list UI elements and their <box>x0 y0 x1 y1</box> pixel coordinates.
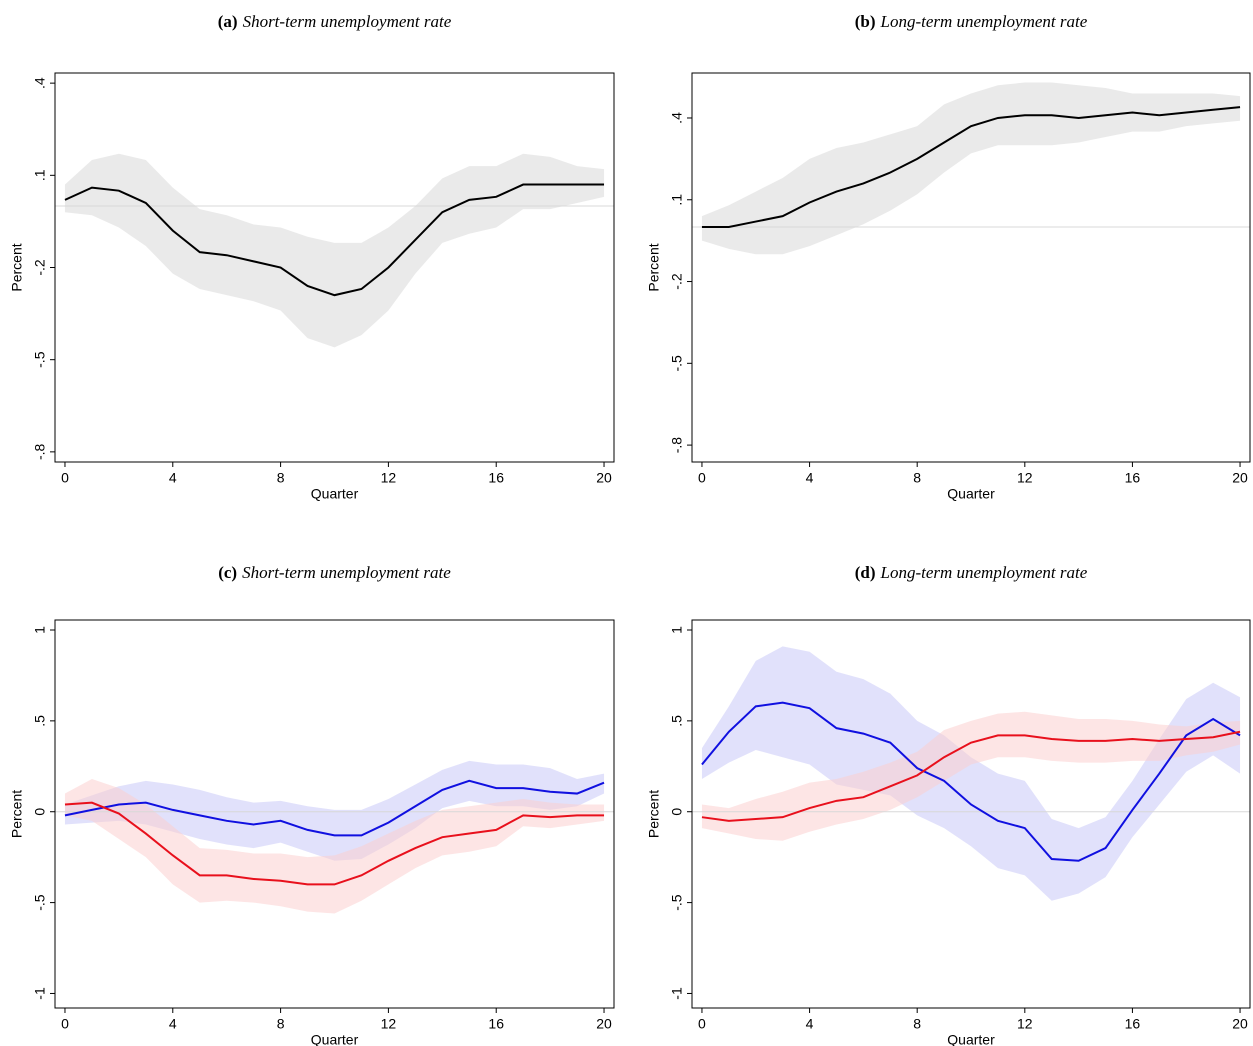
x-tick-label: 16 <box>488 1016 504 1032</box>
panel-title: (b) Long-term unemployment rate <box>855 12 1088 31</box>
panel-title: (a) Short-term unemployment rate <box>218 12 452 31</box>
panel-title-text: Long-term unemployment rate <box>879 563 1087 582</box>
x-tick-label: 20 <box>596 1016 612 1032</box>
y-tick-label: -1 <box>32 987 48 1000</box>
plot-frame <box>691 72 1251 463</box>
x-tick-label: 0 <box>698 470 706 486</box>
panel-label: (c) <box>218 563 237 582</box>
y-axis-label: Percent <box>9 243 25 291</box>
y-tick-label: -.2 <box>32 259 48 276</box>
x-tick-label: 0 <box>61 1016 69 1032</box>
y-tick-label: 0 <box>32 808 48 816</box>
x-tick-label: 4 <box>806 1016 814 1032</box>
y-tick-label: .4 <box>669 112 685 124</box>
x-tick-label: 16 <box>1125 470 1141 486</box>
y-axis-label: Percent <box>646 243 662 291</box>
panel-title: (d) Long-term unemployment rate <box>855 563 1088 582</box>
panel-title-text: Short-term unemployment rate <box>242 563 451 582</box>
x-tick-label: 20 <box>1232 470 1248 486</box>
x-tick-label: 12 <box>381 1016 397 1032</box>
y-tick-label: .5 <box>32 715 48 727</box>
y-tick-label: -.2 <box>669 273 685 290</box>
y-tick-label: .5 <box>669 715 685 727</box>
x-tick-label: 20 <box>1232 1016 1248 1032</box>
x-tick-label: 4 <box>169 470 177 486</box>
panel-label: (a) <box>218 12 238 31</box>
y-tick-label: 1 <box>669 626 685 634</box>
series-line <box>701 106 1241 229</box>
x-tick-label: 8 <box>277 470 285 486</box>
x-tick-label: 4 <box>169 1016 177 1032</box>
y-tick-label: -.5 <box>669 355 685 372</box>
x-tick-label: 0 <box>61 470 69 486</box>
series-line <box>64 801 605 886</box>
y-axis-label: Percent <box>646 790 662 838</box>
y-tick-label: -.5 <box>32 894 48 911</box>
x-tick-label: 12 <box>1017 470 1033 486</box>
panel-label: (b) <box>855 12 876 31</box>
y-tick-label: -.5 <box>669 894 685 911</box>
x-axis-label: Quarter <box>311 486 359 502</box>
plot-frame <box>54 619 615 1009</box>
y-axis-label: Percent <box>9 790 25 838</box>
panel-label: (d) <box>855 563 876 582</box>
panel-title-text: Short-term unemployment rate <box>243 12 452 31</box>
x-tick-label: 12 <box>381 470 397 486</box>
confidence-band <box>701 82 1241 255</box>
y-tick-label: 0 <box>669 808 685 816</box>
plot-frame <box>691 619 1251 1009</box>
x-tick-label: 8 <box>913 1016 921 1032</box>
x-tick-label: 12 <box>1017 1016 1033 1032</box>
x-tick-label: 20 <box>596 470 612 486</box>
x-tick-label: 4 <box>806 470 814 486</box>
series-line <box>701 730 1241 822</box>
confidence-band <box>701 711 1241 841</box>
series-line <box>64 183 605 297</box>
confidence-band <box>64 760 605 861</box>
x-tick-label: 16 <box>488 470 504 486</box>
y-tick-label: -.8 <box>669 437 685 454</box>
x-axis-label: Quarter <box>947 486 995 502</box>
y-tick-label: -.8 <box>32 443 48 460</box>
x-tick-label: 8 <box>277 1016 285 1032</box>
panel-title: (c) Short-term unemployment rate <box>218 563 451 582</box>
y-tick-label: 1 <box>32 626 48 634</box>
confidence-band <box>64 153 605 348</box>
y-tick-label: .4 <box>32 77 48 89</box>
series-line <box>64 779 605 837</box>
confidence-band <box>701 646 1241 901</box>
x-axis-label: Quarter <box>311 1032 359 1046</box>
y-tick-label: -1 <box>669 987 685 1000</box>
x-tick-label: 8 <box>913 470 921 486</box>
y-tick-label: .1 <box>32 169 48 181</box>
x-tick-label: 16 <box>1125 1016 1141 1032</box>
y-tick-label: -.5 <box>32 351 48 368</box>
y-tick-label: .1 <box>669 194 685 206</box>
series-line <box>701 701 1241 862</box>
x-axis-label: Quarter <box>947 1032 995 1046</box>
confidence-band <box>64 779 605 914</box>
x-tick-label: 0 <box>698 1016 706 1032</box>
panel-title-text: Long-term unemployment rate <box>879 12 1087 31</box>
